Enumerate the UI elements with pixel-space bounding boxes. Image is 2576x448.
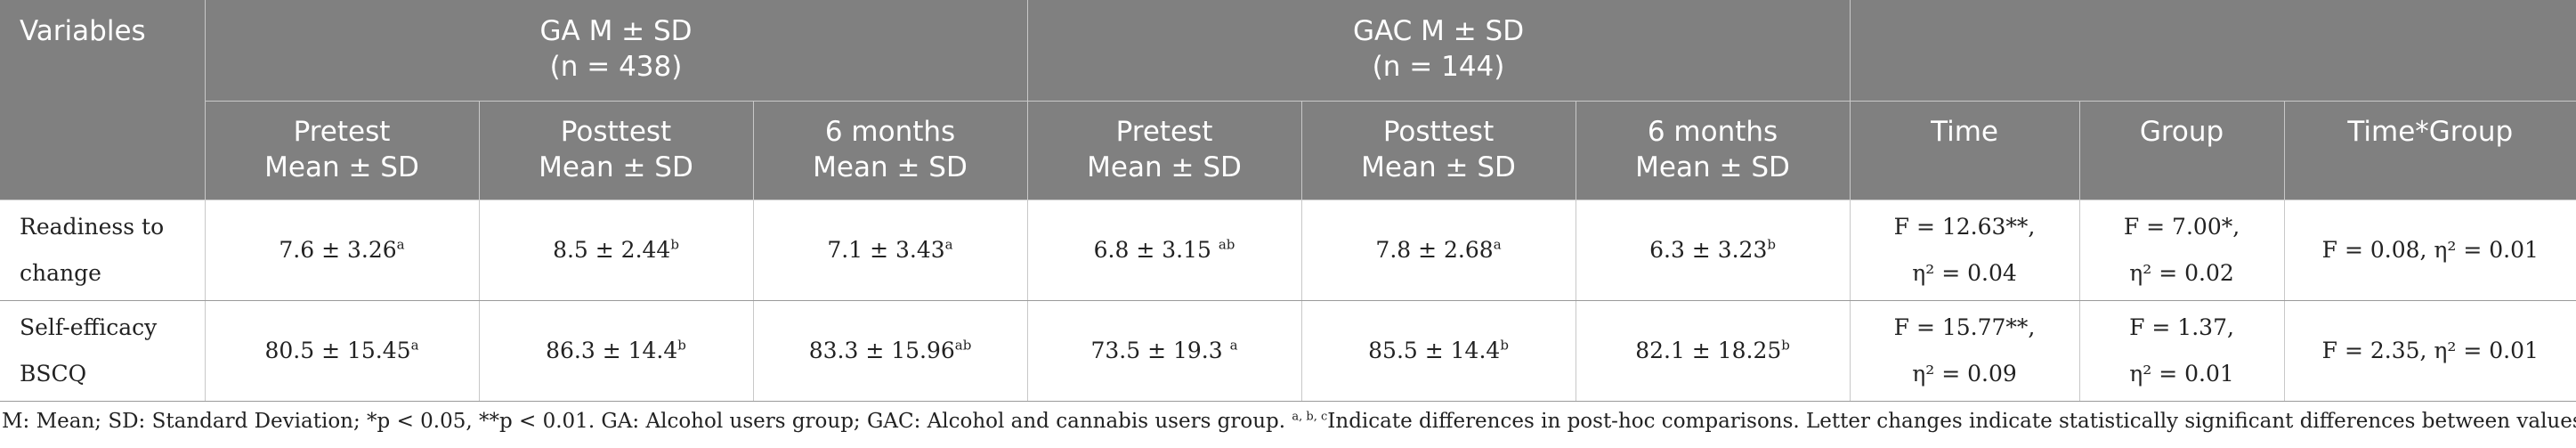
value-cell: 85.5 ± 14.4b <box>1301 300 1576 402</box>
ga-title: GA M ± SD <box>539 15 693 47</box>
value-cell: 7.1 ± 3.43a <box>753 200 1028 301</box>
ga-group-header: GA M ± SD (n = 438) <box>205 0 1028 102</box>
gac-posttest-header: Posttest Mean ± SD <box>1301 101 1576 200</box>
gac-6months-header: 6 months Mean ± SD <box>1576 101 1851 200</box>
stat-line: η² = 0.04 <box>1912 259 2017 286</box>
value-cell: 80.5 ± 15.45a <box>205 300 480 402</box>
table-body: Readiness to change 7.6 ± 3.26a 8.5 ± 2.… <box>0 200 2576 402</box>
column-label: Pretest <box>293 115 391 148</box>
gac-pretest-header: Pretest Mean ± SD <box>1027 101 1302 200</box>
value-cell: 8.5 ± 2.44b <box>479 200 754 301</box>
cell-value: 6.3 ± 3.23 <box>1649 236 1768 263</box>
stat-line: F = 1.37, <box>2129 314 2234 340</box>
cell-value: 80.5 ± 15.45 <box>264 337 411 363</box>
cell-value: 8.5 ± 2.44 <box>553 236 671 263</box>
value-cell: 7.6 ± 3.26a <box>205 200 480 301</box>
column-label: Pretest <box>1115 115 1213 148</box>
value-cell: 6.8 ± 3.15 ab <box>1027 200 1302 301</box>
cell-superscript: b <box>1781 337 1790 354</box>
stat-line: F = 12.63**, <box>1893 213 2036 240</box>
gac-group-header: GAC M ± SD (n = 144) <box>1027 0 1851 102</box>
variable-name-line: Self-efficacy <box>20 314 158 340</box>
variables-header: Variables <box>0 0 206 200</box>
stat-line: F = 7.00*, <box>2123 213 2240 240</box>
cell-superscript: ab <box>1218 236 1235 253</box>
value-cell: 7.8 ± 2.68a <box>1301 200 1576 301</box>
variable-name: Readiness to change <box>0 200 206 301</box>
cell-superscript: b <box>1500 337 1509 354</box>
time-header: Time <box>1850 101 2080 200</box>
time-effect-cell: F = 12.63**, η² = 0.04 <box>1850 200 2080 301</box>
ga-pretest-header: Pretest Mean ± SD <box>205 101 480 200</box>
cell-superscript: a <box>1229 337 1238 354</box>
variable-name: Self-efficacy BSCQ <box>0 300 206 402</box>
table-row: Self-efficacy BSCQ 80.5 ± 15.45a 86.3 ± … <box>0 300 2576 402</box>
cell-value: 73.5 ± 19.3 <box>1090 337 1230 363</box>
cell-superscript: a <box>1493 236 1502 253</box>
cell-superscript: a <box>396 236 405 253</box>
cell-superscript: a <box>410 337 419 354</box>
column-sublabel: Mean ± SD <box>1087 151 1242 183</box>
value-cell: 86.3 ± 14.4b <box>479 300 754 402</box>
footnote-superscript: a, b, c <box>1292 410 1328 424</box>
ga-6months-header: 6 months Mean ± SD <box>753 101 1028 200</box>
variable-name-line: change <box>20 259 101 286</box>
group-effect-cell: F = 7.00*, η² = 0.02 <box>2079 200 2285 301</box>
ga-sample-size: (n = 438) <box>549 51 683 83</box>
time-effect-cell: F = 15.77**, η² = 0.09 <box>1850 300 2080 402</box>
cell-superscript: ab <box>954 337 972 354</box>
cell-value: 82.1 ± 18.25 <box>1635 337 1782 363</box>
cell-value: 85.5 ± 14.4 <box>1368 337 1501 363</box>
value-cell: 82.1 ± 18.25b <box>1576 300 1851 402</box>
table-row: Readiness to change 7.6 ± 3.26a 8.5 ± 2.… <box>0 200 2576 301</box>
stat-line: η² = 0.01 <box>2129 360 2234 387</box>
column-sublabel: Mean ± SD <box>539 151 693 183</box>
gac-sample-size: (n = 144) <box>1372 51 1505 83</box>
anova-group-header <box>1850 0 2576 102</box>
column-sublabel: Mean ± SD <box>264 151 419 183</box>
group-header: Group <box>2079 101 2285 200</box>
interaction-effect-cell: F = 2.35, η² = 0.01 <box>2284 300 2576 402</box>
column-label: Posttest <box>1382 115 1495 148</box>
cell-value: 6.8 ± 3.15 <box>1093 236 1219 263</box>
cell-value: 86.3 ± 14.4 <box>546 337 678 363</box>
variable-name-line: Readiness to <box>20 213 165 240</box>
ga-posttest-header: Posttest Mean ± SD <box>479 101 754 200</box>
column-label: 6 months <box>824 115 956 148</box>
footnote-text-2: Indicate differences in post-hoc compari… <box>1327 410 2576 433</box>
column-sublabel: Mean ± SD <box>813 151 968 183</box>
value-cell: 6.3 ± 3.23b <box>1576 200 1851 301</box>
stat-line: F = 15.77**, <box>1893 314 2036 340</box>
cell-value: 7.6 ± 3.26 <box>279 236 397 263</box>
value-cell: 73.5 ± 19.3 a <box>1027 300 1302 402</box>
column-label: 6 months <box>1647 115 1778 148</box>
results-table: Variables GA M ± SD (n = 438) GAC M ± SD… <box>0 0 2576 402</box>
stat-line: η² = 0.02 <box>2129 259 2234 286</box>
cell-superscript: a <box>944 236 953 253</box>
cell-value: 7.1 ± 3.43 <box>827 236 945 263</box>
cell-value: 83.3 ± 15.96 <box>808 337 955 363</box>
cell-superscript: b <box>1767 236 1776 253</box>
table-header: Variables GA M ± SD (n = 438) GAC M ± SD… <box>0 0 2576 200</box>
cell-superscript: b <box>677 337 686 354</box>
gac-title: GAC M ± SD <box>1352 15 1525 47</box>
table-footnote: M: Mean; SD: Standard Deviation; *p < 0.… <box>2 410 2576 433</box>
value-cell: 83.3 ± 15.96ab <box>753 300 1028 402</box>
column-sublabel: Mean ± SD <box>1635 151 1790 183</box>
cell-value: 7.8 ± 2.68 <box>1375 236 1494 263</box>
footnote-text: M: Mean; SD: Standard Deviation; *p < 0.… <box>2 410 1292 433</box>
column-sublabel: Mean ± SD <box>1361 151 1516 183</box>
time-group-header: Time*Group <box>2284 101 2576 200</box>
group-effect-cell: F = 1.37, η² = 0.01 <box>2079 300 2285 402</box>
variable-name-line: BSCQ <box>20 360 87 387</box>
cell-superscript: b <box>670 236 679 253</box>
column-label: Posttest <box>560 115 672 148</box>
interaction-effect-cell: F = 0.08, η² = 0.01 <box>2284 200 2576 301</box>
stat-line: η² = 0.09 <box>1912 360 2017 387</box>
